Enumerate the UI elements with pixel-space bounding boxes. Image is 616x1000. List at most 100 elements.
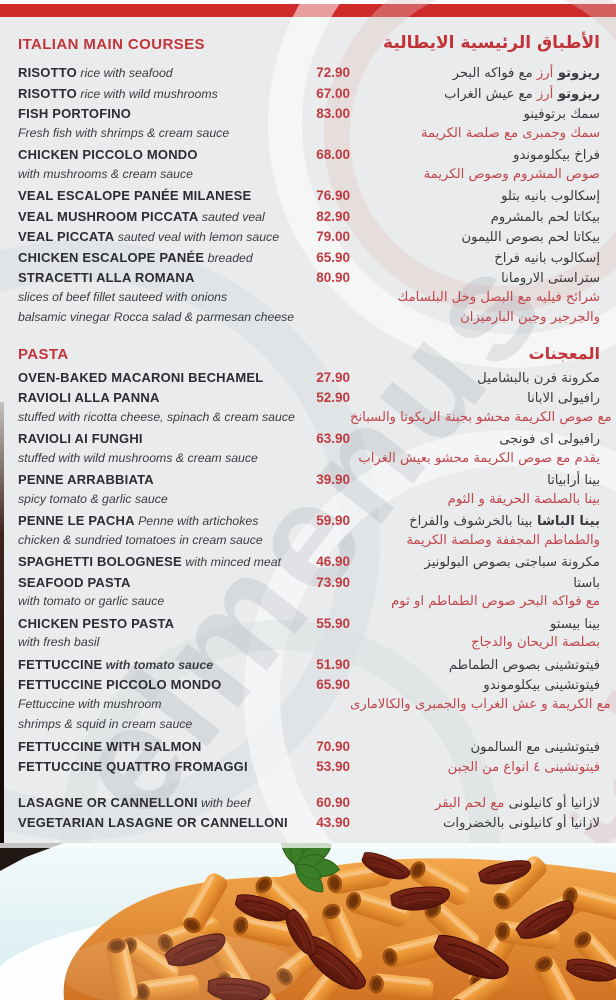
item-en: RAVIOLI AI FUNGHI [18,430,294,448]
item-desc-en: stuffed with ricotta cheese, spinach & c… [18,409,295,424]
item-name-en: FISH PORTOFINO [18,106,132,121]
item-desc-en: Penne with artichokes [134,514,259,528]
item-name-en: RISOTTO [18,65,77,80]
menu-desc-row: Fettuccine with mushroom مع الكريمة و عش … [18,696,611,718]
item-ar: بينا بالصلصة الحريفة و الثوم [447,491,600,507]
item-price: 83.00 [316,106,350,121]
item-ar: يقدم مع صوص الكريمة محشو بجبنة الريكوتا … [350,409,616,425]
item-name-en: SEAFOOD PASTA [18,574,131,590]
item-price: 27.90 [316,369,350,385]
item-price: 76.90 [316,188,350,203]
item-price: 39.90 [316,472,350,487]
item-price: 73.90 [316,574,350,590]
menu-item-row: PENNE LE PACHA Penne with artichokes 59.9… [18,512,600,533]
item-name-en: RAVIOLI ALLA PANNA [18,390,160,405]
item-ar: مع فواكه البحر صوص الطماطم او ثوم [391,594,600,609]
item-en: RAVIOLI ALLA PANNA [18,389,294,407]
menu-item-row: FISH PORTOFINO 83.00 سمك برتوفينو [18,105,600,126]
item-ar: فيتوتشينى بصوص الطماطم [448,657,600,673]
item-ar: رافيولى الابانا [527,391,600,406]
item-price: 68.00 [316,147,350,162]
menu-item-row: SPAGHETTI BOLOGNESE with minced meat 46.9… [18,553,600,574]
item-price: 65.90 [316,249,350,265]
item-name-en: OVEN-BAKED MACARONI BECHAMEL [18,369,264,385]
item-name-en: RAVIOLI AI FUNGHI [18,431,143,446]
item-price: 55.90 [316,615,350,631]
item-desc-en: Fresh fish with shrimps & cream sauce [18,125,230,140]
menu-item-row: FETTUCCINE QUATTRO FROMAGGI 53.90 فيتوتشين… [18,758,600,779]
top-red-bar [0,4,616,17]
item-price: 46.90 [316,554,350,569]
menu-desc-row: stuffed with ricotta cheese, spinach & c… [18,409,616,431]
menu-desc-row: with mushrooms & cream sauce صوص المشروم … [18,167,600,188]
item-ar: والطماطم المجففة وصلصة الكريمة [406,532,600,548]
item-desc-en: stuffed with wild mushrooms & cream sauc… [18,450,258,465]
item-en: SPAGHETTI BOLOGNESE with minced meat [18,553,294,571]
item-price: 60.90 [316,794,350,810]
section-title-en: PASTA [18,345,69,363]
section-title-en: ITALIAN MAIN COURSES [18,36,205,53]
item-name-en: RISOTTO [18,85,77,101]
item-ar: سمك برتوفينو [523,107,601,122]
section-title-ar: المعجنات [528,343,600,363]
item-ar: إسكالوب بانيه فراخ [494,250,600,266]
item-desc-en: with minced meat [181,555,282,569]
item-ar: بصلصة الريحان والدجاج [471,635,600,650]
item-price: 53.90 [316,759,350,774]
item-ar: مع الكريمة و عش الغراب والجمبرى والكالام… [350,696,611,712]
item-en: CHICKEN PICCOLO MONDO [18,146,294,164]
item-name-en: VEAL MUSHROOM PICCATA [18,208,199,224]
item-name-en: FETTUCCINE PICCOLO MONDO [18,677,222,692]
item-name-en: VEGETARIAN LASAGNE OR CANNELLONI [18,815,288,830]
item-name-en: CHICKEN PESTO PASTA [18,615,175,631]
item-name-en: FETTUCCINE [18,656,103,672]
item-ar: يقدم مع صوص الكريمة محشو بعيش الغراب [358,450,600,466]
item-price: 67.00 [316,85,350,101]
item-desc-en: slices of beef fillet sauteed with onion… [18,289,228,304]
item-en: FETTUCCINE with tomato sauce [18,656,294,674]
menu-desc-row: with fresh basil بصلصة الريحان والدجاج [18,635,600,656]
item-name-en: CHICKEN PICCOLO MONDO [18,147,198,162]
item-ar: فيتوتشينى ٤ انواع من الجبن [447,760,600,775]
item-name-en: PENNE LE PACHA [18,513,135,528]
section-title-ar: الأطباق الرئيسية الايطالية [383,33,600,53]
item-name-en: FETTUCCINE WITH SALMON [18,738,202,754]
item-ar: فيتوتشينى بيكلوموندو [483,678,600,693]
menu-item-row: RISOTTO rice with seafood 72.90 ريزوتو أرز… [18,64,600,85]
item-name-en: LASAGNE OR CANNELLONI [18,794,198,810]
item-desc-en: shrimps & squid in cream sauce [18,717,193,731]
item-price: 59.90 [316,513,350,528]
top-margin [0,0,616,4]
menu-desc-row: shrimps & squid in cream sauce [18,717,600,738]
menu-item-row: VEAL MUSHROOM PICCATA sauted veal 82.90 بي… [18,208,600,229]
item-ar: لازانيا أو كانيلونى مع لحم البقر [434,795,600,811]
item-desc-en: Fettuccine with mushroom [18,696,162,711]
item-price: 82.90 [316,208,350,224]
item-ar: والجرجير وجبن البارميزان [460,310,600,325]
menu-desc-row: slices of beef fillet sauteed with onion… [18,290,600,311]
menu-desc-row: balsamic vinegar Rocca salad & parmesan … [18,310,600,331]
item-en: VEAL MUSHROOM PICCATA sauted veal [18,208,294,226]
menu-item-row: RAVIOLI AI FUNGHI 63.90 رافيولى اى فونجى [18,430,600,451]
item-en: STRACETTI ALLA ROMANA [18,269,294,287]
menu-item-row: STRACETTI ALLA ROMANA 80.90 ستراستى الاروم… [18,269,600,290]
spacer [18,779,600,794]
item-price: 52.90 [316,390,350,405]
menu-item-row: FETTUCCINE WITH SALMON 70.90 فيتوتشينى مع … [18,738,600,759]
menu-desc-row: chicken & sundried tomatoes in cream sau… [18,533,600,554]
item-ar: بينا الباشا بينا بالخرشوف والفراخ [409,514,600,529]
section-header: ITALIAN MAIN COURSES الأطباق الرئيسية الا… [18,33,600,53]
item-price: 72.90 [316,65,350,80]
item-ar: بينا أرابياتا [547,473,600,488]
item-ar: لازانيا أو كانيلونى بالخضروات [443,816,600,831]
item-en: FETTUCCINE QUATTRO FROMAGGI [18,758,294,776]
menu-desc-row: with tomato or garlic sauce مع فواكه البح… [18,594,600,615]
menu-item-row: VEAL PICCATA sauted veal with lemon sauc… [18,228,600,249]
menu-item-row: FETTUCCINE PICCOLO MONDO 65.90 فيتوتشينى ب… [18,676,600,697]
item-desc-en: sauted veal with lemon sauce [114,230,280,244]
item-ar: باستا [573,575,600,591]
item-price: 51.90 [316,656,350,672]
item-desc-en: chicken & sundried tomatoes in cream sau… [18,532,263,547]
item-en: VEGETARIAN LASAGNE OR CANNELLONI [18,814,294,832]
